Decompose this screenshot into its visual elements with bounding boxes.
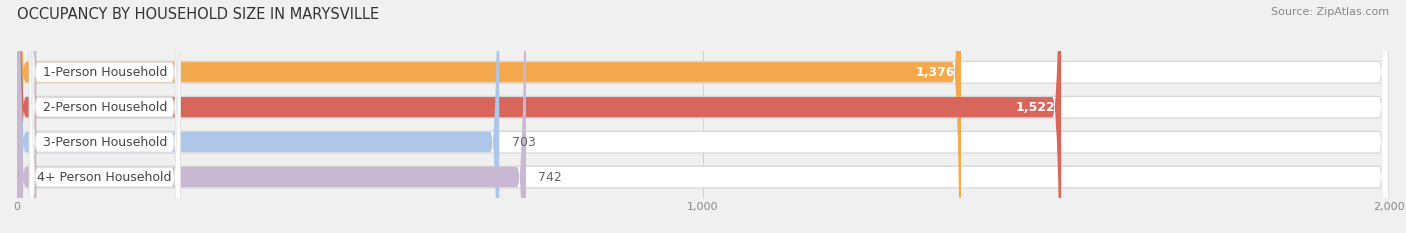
FancyBboxPatch shape [17,0,1389,233]
Text: 3-Person Household: 3-Person Household [42,136,167,149]
FancyBboxPatch shape [17,0,1389,233]
FancyBboxPatch shape [30,0,180,233]
Text: 1,376: 1,376 [915,66,956,79]
Text: 742: 742 [538,171,562,184]
Text: 4+ Person Household: 4+ Person Household [38,171,172,184]
FancyBboxPatch shape [17,0,1389,233]
FancyBboxPatch shape [18,0,1388,233]
FancyBboxPatch shape [17,0,960,233]
FancyBboxPatch shape [30,0,180,233]
FancyBboxPatch shape [18,0,1388,233]
Text: OCCUPANCY BY HOUSEHOLD SIZE IN MARYSVILLE: OCCUPANCY BY HOUSEHOLD SIZE IN MARYSVILL… [17,7,380,22]
Text: 1,522: 1,522 [1017,101,1056,114]
FancyBboxPatch shape [18,0,1388,233]
FancyBboxPatch shape [17,0,499,233]
Text: 2-Person Household: 2-Person Household [42,101,167,114]
Text: Source: ZipAtlas.com: Source: ZipAtlas.com [1271,7,1389,17]
FancyBboxPatch shape [17,0,1389,233]
FancyBboxPatch shape [17,0,526,233]
FancyBboxPatch shape [18,0,37,233]
FancyBboxPatch shape [17,0,1062,233]
FancyBboxPatch shape [18,0,37,233]
Text: 703: 703 [512,136,536,149]
FancyBboxPatch shape [30,0,180,233]
FancyBboxPatch shape [18,0,37,233]
Text: 1-Person Household: 1-Person Household [42,66,167,79]
FancyBboxPatch shape [18,0,1388,233]
FancyBboxPatch shape [18,0,37,233]
FancyBboxPatch shape [30,0,180,233]
